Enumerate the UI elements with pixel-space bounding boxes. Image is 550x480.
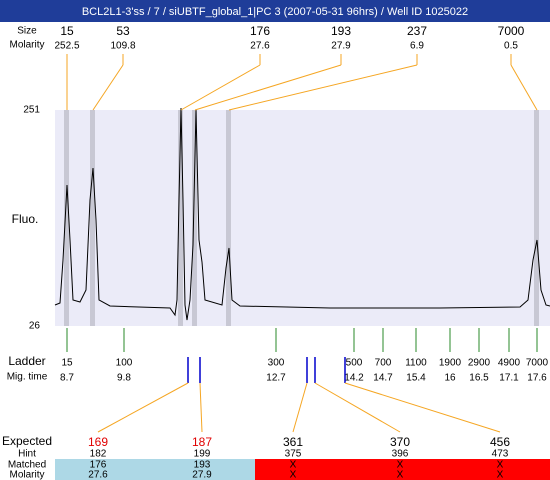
peak-connector xyxy=(92,64,124,111)
peak-molarity: 109.8 xyxy=(110,41,135,52)
ladder-size: 300 xyxy=(268,358,285,369)
ladder-time: 15.4 xyxy=(406,373,426,384)
peak-size: 53 xyxy=(116,24,130,38)
row-label: Molarity xyxy=(9,40,44,51)
unmatched-bg xyxy=(255,459,550,480)
peak-connector xyxy=(228,64,418,111)
matched-bg xyxy=(55,459,255,480)
ladder-size: 15 xyxy=(61,358,73,369)
ladder-size: 1100 xyxy=(405,358,427,369)
expected-connector xyxy=(292,382,308,433)
expected-size: 456 xyxy=(490,435,510,449)
ladder-time: 14.7 xyxy=(373,373,393,384)
peak-size: 193 xyxy=(331,24,351,38)
ladder-time: 17.1 xyxy=(499,373,519,384)
row-label: Ladder xyxy=(8,354,45,368)
row-label: Expected xyxy=(2,434,52,448)
row-label: Mig. time xyxy=(7,372,48,383)
peak-size: 237 xyxy=(407,24,427,38)
matched-molarity: X xyxy=(290,470,297,480)
expected-connector xyxy=(97,382,189,433)
title: BCL2L1-3'ss / 7 / siUBTF_global_1|PC 3 (… xyxy=(82,6,468,18)
peak-size: 15 xyxy=(60,24,74,38)
matched-size: X xyxy=(397,460,404,471)
matched-size: 193 xyxy=(194,460,211,471)
hint-size: 396 xyxy=(392,449,409,460)
expected-size: 370 xyxy=(390,435,410,449)
row-label: Hint xyxy=(18,449,36,460)
ladder-time: 8.7 xyxy=(60,373,74,384)
title-bar xyxy=(0,0,550,22)
peak-molarity: 252.5 xyxy=(54,41,79,52)
matched-size: X xyxy=(497,460,504,471)
ladder-time: 16 xyxy=(444,373,456,384)
expected-size: 169 xyxy=(88,435,108,449)
ladder-time: 16.5 xyxy=(469,373,489,384)
y-label: Fluo. xyxy=(12,212,39,226)
peak-bands xyxy=(64,110,539,326)
matched-molarity: X xyxy=(497,470,504,480)
electropherogram-trace xyxy=(54,107,550,321)
row-label: Molarity xyxy=(9,470,44,480)
peak-molarity: 27.6 xyxy=(250,41,270,52)
expected-connector xyxy=(344,382,501,433)
peak-connector xyxy=(194,64,342,111)
ladder-size: 700 xyxy=(375,358,392,369)
ladder-size: 7000 xyxy=(526,358,549,369)
matched-size: X xyxy=(290,460,297,471)
ladder-time: 17.6 xyxy=(527,373,547,384)
expected-connector xyxy=(314,382,401,433)
hint-size: 375 xyxy=(285,449,302,460)
matched-molarity: 27.9 xyxy=(192,470,212,480)
matched-molarity: X xyxy=(397,470,404,480)
ladder-time: 9.8 xyxy=(117,373,131,384)
row-label: Matched xyxy=(8,460,46,471)
hint-size: 199 xyxy=(194,449,211,460)
ladder-size: 1900 xyxy=(439,358,462,369)
peak-molarity: 0.5 xyxy=(504,41,518,52)
row-label: Size xyxy=(17,26,37,37)
peak-size: 7000 xyxy=(498,24,525,38)
y-bottom: 26 xyxy=(29,321,41,332)
expected-connector xyxy=(199,382,203,433)
peak-connector xyxy=(510,64,538,111)
matched-size: 176 xyxy=(90,460,107,471)
ladder-time: 12.7 xyxy=(266,373,286,384)
ladder-size: 100 xyxy=(116,358,133,369)
plot-area xyxy=(55,110,550,326)
matched-molarity: 27.6 xyxy=(88,470,108,480)
ladder-size: 4900 xyxy=(498,358,521,369)
peak-molarity: 6.9 xyxy=(410,41,424,52)
expected-size: 361 xyxy=(283,435,303,449)
hint-size: 182 xyxy=(90,449,107,460)
ladder-size: 2900 xyxy=(468,358,491,369)
peak-molarity: 27.9 xyxy=(331,41,351,52)
peak-connector xyxy=(180,64,261,111)
hint-size: 473 xyxy=(492,449,509,460)
peak-size: 176 xyxy=(250,24,270,38)
y-top: 251 xyxy=(23,105,40,116)
ladder-time: 14.2 xyxy=(344,373,364,384)
ladder-size: 500 xyxy=(346,358,363,369)
expected-size: 187 xyxy=(192,435,212,449)
